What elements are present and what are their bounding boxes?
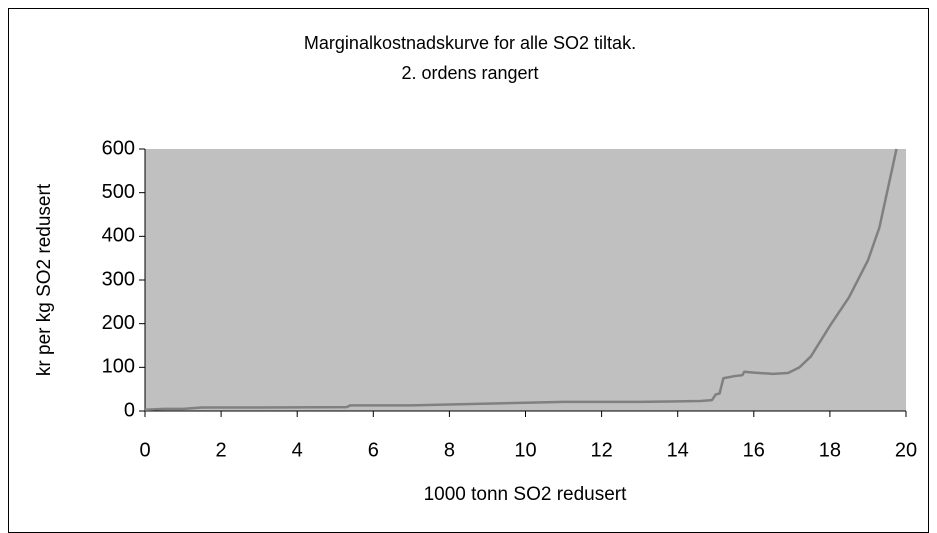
chart-subtitle: 2. ordens rangert	[401, 63, 538, 83]
y-tick-label: 100	[102, 356, 135, 378]
x-tick-label: 4	[292, 439, 303, 461]
x-tick-label: 8	[444, 439, 455, 461]
y-tick-label: 200	[102, 312, 135, 334]
x-tick-label: 12	[590, 439, 612, 461]
x-tick-label: 0	[139, 439, 150, 461]
y-axis-label: kr per kg SO2 redusert	[34, 183, 55, 376]
chart-title: Marginalkostnadskurve for alle SO2 tilta…	[304, 33, 636, 53]
y-tick-label: 400	[102, 225, 135, 247]
data-line	[144, 148, 898, 411]
y-tick-label: 300	[102, 268, 135, 290]
x-tick-label: 16	[743, 439, 765, 461]
x-axis-label: 1000 tonn SO2 redusert	[424, 484, 628, 505]
x-tick-label: 20	[895, 439, 917, 461]
x-tick-label: 14	[667, 439, 689, 461]
x-tick-label: 2	[216, 439, 227, 461]
x-tick-label: 18	[819, 439, 841, 461]
y-tick-label: 0	[124, 399, 135, 421]
x-tick-label: 6	[368, 439, 379, 461]
y-tick-label: 500	[102, 181, 135, 203]
y-tick-label: 600	[102, 137, 135, 159]
plot-area	[145, 149, 906, 411]
x-tick-label: 10	[514, 439, 536, 461]
